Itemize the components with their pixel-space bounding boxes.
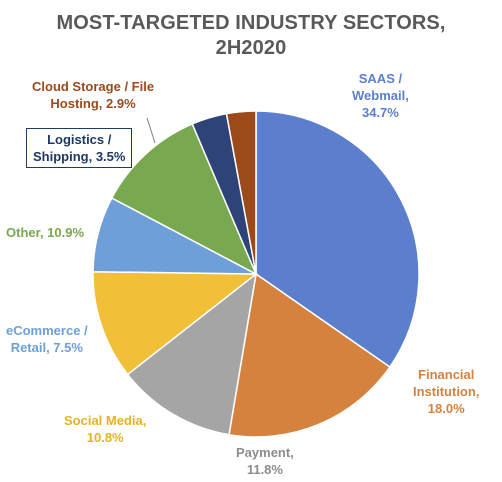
slice-label-cloud-storage-file-hosting: Cloud Storage / File Hosting, 2.9% — [32, 79, 155, 111]
cloud-storage-leader-line — [146, 117, 156, 144]
slice-label-social-media: Social Media, 10.8% — [64, 413, 147, 445]
slice-label-ecommerce-retail: eCommerce / Retail, 7.5% — [6, 323, 88, 355]
chart-title-line-2: 2H2020 — [215, 37, 287, 59]
pie-slice-financial-institution — [228, 272, 391, 438]
pie-slice-saas-webmail — [255, 110, 420, 369]
pie-slice-social-media — [92, 270, 259, 376]
slice-label-financial-institution: Financial Institution, 18.0% — [413, 367, 480, 416]
slice-label-logistics-shipping: Logistics / Shipping, 3.5% — [26, 128, 133, 168]
pie-slice-payment — [126, 272, 258, 436]
slice-label-other: Other, 10.9% — [6, 225, 85, 240]
chart-title-line-1: MOST-TARGETED INDUSTRY SECTORS, — [56, 12, 446, 34]
pie-slice-other — [110, 122, 258, 276]
pie-slice-cloud-storage-file-hosting — [225, 110, 257, 275]
slice-label-payment: Payment, 11.8% — [236, 445, 294, 477]
slice-label-saas-webmail: SAAS / Webmail, 34.7% — [352, 71, 409, 120]
